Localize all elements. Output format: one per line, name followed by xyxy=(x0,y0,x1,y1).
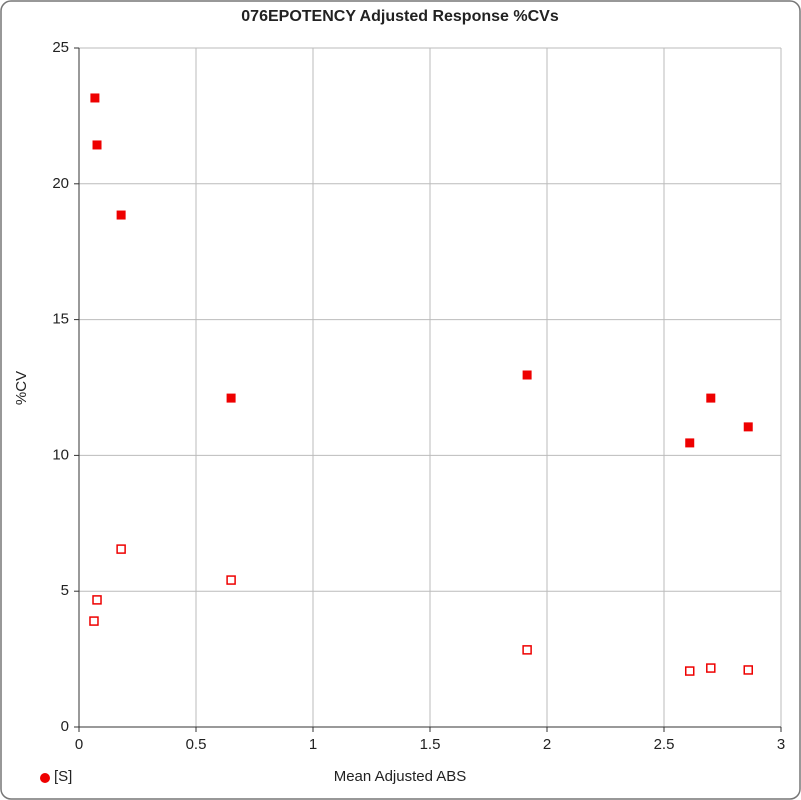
x-tick-label: 0 xyxy=(75,736,83,753)
y-axis-label: %CV xyxy=(13,371,30,405)
x-tick-label: 1.5 xyxy=(420,736,441,753)
y-tick-label: 0 xyxy=(61,718,69,735)
y-tick-label: 15 xyxy=(52,311,69,328)
point xyxy=(706,663,716,673)
x-tick-label: 0.5 xyxy=(186,736,207,753)
point xyxy=(522,645,532,655)
chart-title: 076EPOTENCY Adjusted Response %CVs xyxy=(241,8,559,25)
point xyxy=(684,666,695,676)
point xyxy=(90,93,100,103)
point xyxy=(89,616,99,626)
point xyxy=(226,393,236,403)
x-tick-label: 1 xyxy=(309,736,317,753)
point xyxy=(743,665,753,675)
point xyxy=(116,544,126,554)
x-tick-label: 2 xyxy=(543,736,551,753)
point xyxy=(685,438,695,448)
point xyxy=(706,393,716,403)
x-tick-label: 2.5 xyxy=(654,736,675,753)
x-axis-label: Mean Adjusted ABS xyxy=(334,768,467,785)
point xyxy=(92,595,102,605)
point xyxy=(226,575,236,585)
legend-marker xyxy=(40,773,50,783)
point xyxy=(522,370,532,380)
y-tick-label: 10 xyxy=(52,446,69,463)
x-tick-label: 3 xyxy=(777,736,785,753)
y-tick-label: 25 xyxy=(52,39,69,56)
y-tick-label: 20 xyxy=(52,175,69,192)
point xyxy=(92,140,102,150)
y-tick-label: 5 xyxy=(61,582,69,599)
point xyxy=(116,210,126,220)
point xyxy=(743,422,753,432)
legend-label: [S] xyxy=(54,768,72,785)
